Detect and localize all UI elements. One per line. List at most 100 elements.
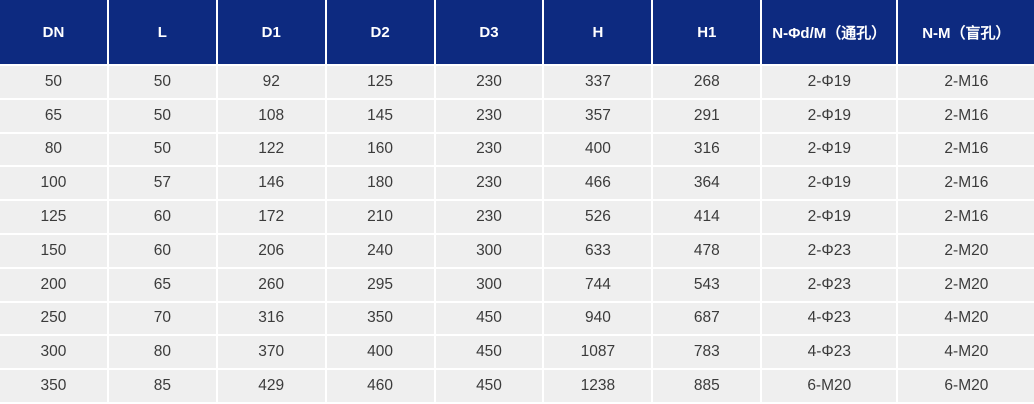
table-cell: 57 bbox=[108, 167, 218, 202]
table-cell: 478 bbox=[653, 234, 763, 269]
table-cell: 65 bbox=[108, 268, 218, 303]
table-cell: 125 bbox=[326, 66, 436, 100]
table-cell: 206 bbox=[217, 234, 327, 269]
table-cell: 400 bbox=[326, 336, 436, 371]
table-cell: 543 bbox=[653, 268, 763, 303]
table-cell: 4-Φ23 bbox=[762, 302, 899, 337]
table-cell: 240 bbox=[326, 234, 436, 269]
table-cell: 100 bbox=[0, 167, 109, 202]
table-cell: 295 bbox=[326, 268, 436, 303]
column-header: H bbox=[544, 0, 654, 66]
table-row: 150 60 206 240 300 633 478 2-Φ23 2-M20 bbox=[0, 234, 1034, 269]
table-cell: 268 bbox=[653, 66, 763, 100]
column-header: DN bbox=[0, 0, 109, 66]
table-cell: 940 bbox=[544, 302, 654, 337]
table-cell: 2-Φ19 bbox=[762, 133, 899, 168]
table-cell: 80 bbox=[0, 133, 109, 168]
table-cell: 2-Φ19 bbox=[762, 99, 899, 134]
table-cell: 146 bbox=[217, 167, 327, 202]
table-row: 300 80 370 400 450 1087 783 4-Φ23 4-M20 bbox=[0, 336, 1034, 371]
table-cell: 2-M20 bbox=[898, 268, 1034, 303]
table-cell: 316 bbox=[217, 302, 327, 337]
table-cell: 4-M20 bbox=[898, 302, 1034, 337]
table-cell: 2-M16 bbox=[898, 167, 1034, 202]
table-cell: 6-M20 bbox=[762, 370, 899, 404]
table-cell: 145 bbox=[326, 99, 436, 134]
table-cell: 1087 bbox=[544, 336, 654, 371]
table-row: 250 70 316 350 450 940 687 4-Φ23 4-M20 bbox=[0, 302, 1034, 337]
table-cell: 526 bbox=[544, 201, 654, 235]
column-header: D2 bbox=[326, 0, 436, 66]
table-cell: 122 bbox=[217, 133, 327, 168]
table-cell: 400 bbox=[544, 133, 654, 168]
table-cell: 337 bbox=[544, 66, 654, 100]
table-cell: 6-M20 bbox=[898, 370, 1034, 404]
table-cell: 80 bbox=[108, 336, 218, 371]
table-cell: 2-Φ19 bbox=[762, 167, 899, 202]
table-cell: 70 bbox=[108, 302, 218, 337]
table-cell: 230 bbox=[435, 201, 545, 235]
table-cell: 687 bbox=[653, 302, 763, 337]
table-row: 50 50 92 125 230 337 268 2-Φ19 2-M16 bbox=[0, 66, 1034, 100]
table-cell: 885 bbox=[653, 370, 763, 404]
column-header: D3 bbox=[435, 0, 545, 66]
table-cell: 414 bbox=[653, 201, 763, 235]
table-cell: 2-Φ23 bbox=[762, 234, 899, 269]
table-cell: 200 bbox=[0, 268, 109, 303]
table-row: 200 65 260 295 300 744 543 2-Φ23 2-M20 bbox=[0, 268, 1034, 303]
column-header: L bbox=[108, 0, 218, 66]
table-cell: 450 bbox=[435, 302, 545, 337]
table-cell: 357 bbox=[544, 99, 654, 134]
table-cell: 210 bbox=[326, 201, 436, 235]
table-cell: 370 bbox=[217, 336, 327, 371]
table-cell: 60 bbox=[108, 201, 218, 235]
column-header: H1 bbox=[653, 0, 763, 66]
table-body: 50 50 92 125 230 337 268 2-Φ19 2-M16 65 50 108 145 23… bbox=[0, 66, 1034, 404]
table-cell: 450 bbox=[435, 370, 545, 404]
table-cell: 2-M16 bbox=[898, 201, 1034, 235]
table-cell: 108 bbox=[217, 99, 327, 134]
table-cell: 4-Φ23 bbox=[762, 336, 899, 371]
table-row: 80 50 122 160 230 400 316 2-Φ19 2-M16 bbox=[0, 133, 1034, 168]
column-header: N-M（盲孔） bbox=[898, 0, 1034, 66]
table-cell: 125 bbox=[0, 201, 109, 235]
table-cell: 50 bbox=[108, 99, 218, 134]
table-cell: 300 bbox=[435, 268, 545, 303]
column-header: N-Φd/M（通孔） bbox=[762, 0, 899, 66]
header-row: DN L D1 D2 D3 H H1 N-Φd/M（通孔） N-M（盲孔） bbox=[0, 0, 1034, 66]
table-cell: 364 bbox=[653, 167, 763, 202]
table-cell: 450 bbox=[435, 336, 545, 371]
table-cell: 460 bbox=[326, 370, 436, 404]
table-cell: 4-M20 bbox=[898, 336, 1034, 371]
table-cell: 783 bbox=[653, 336, 763, 371]
table-cell: 50 bbox=[0, 66, 109, 100]
table-cell: 2-M16 bbox=[898, 133, 1034, 168]
table-cell: 2-Φ23 bbox=[762, 268, 899, 303]
table-cell: 350 bbox=[0, 370, 109, 404]
table-cell: 291 bbox=[653, 99, 763, 134]
table-cell: 230 bbox=[435, 167, 545, 202]
table-cell: 230 bbox=[435, 99, 545, 134]
table-row: 100 57 146 180 230 466 364 2-Φ19 2-M16 bbox=[0, 167, 1034, 202]
table-cell: 744 bbox=[544, 268, 654, 303]
table-cell: 160 bbox=[326, 133, 436, 168]
column-header: D1 bbox=[217, 0, 327, 66]
table-cell: 316 bbox=[653, 133, 763, 168]
table-cell: 260 bbox=[217, 268, 327, 303]
table-row: 125 60 172 210 230 526 414 2-Φ19 2-M16 bbox=[0, 201, 1034, 235]
table-cell: 92 bbox=[217, 66, 327, 100]
table-cell: 65 bbox=[0, 99, 109, 134]
table-cell: 633 bbox=[544, 234, 654, 269]
table-cell: 50 bbox=[108, 133, 218, 168]
table-cell: 2-M20 bbox=[898, 234, 1034, 269]
table-cell: 250 bbox=[0, 302, 109, 337]
table-cell: 180 bbox=[326, 167, 436, 202]
table-row: 350 85 429 460 450 1238 885 6-M20 6-M20 bbox=[0, 370, 1034, 404]
table-cell: 150 bbox=[0, 234, 109, 269]
table-cell: 2-M16 bbox=[898, 66, 1034, 100]
table-cell: 2-M16 bbox=[898, 99, 1034, 134]
table-cell: 230 bbox=[435, 133, 545, 168]
table-cell: 300 bbox=[435, 234, 545, 269]
table-cell: 300 bbox=[0, 336, 109, 371]
